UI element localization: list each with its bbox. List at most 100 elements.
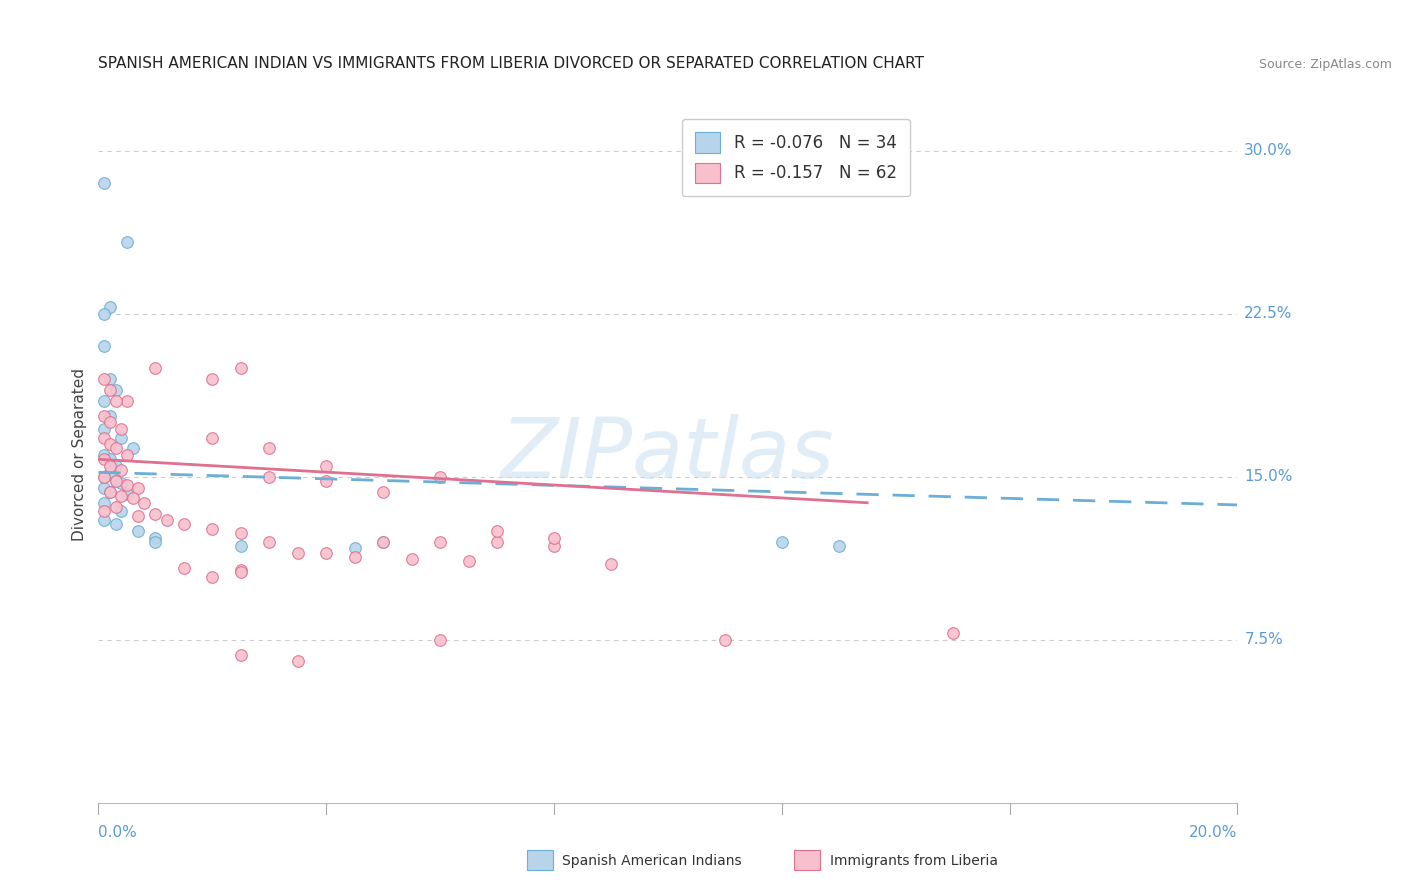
Y-axis label: Divorced or Separated: Divorced or Separated xyxy=(72,368,87,541)
Point xyxy=(104,442,127,456)
Point xyxy=(401,552,423,566)
Point xyxy=(201,431,224,445)
Point xyxy=(93,452,115,467)
Point xyxy=(104,517,127,532)
Point xyxy=(110,476,132,491)
Point xyxy=(315,474,337,488)
Point xyxy=(770,535,793,549)
Point xyxy=(127,524,149,538)
Point xyxy=(145,535,167,549)
Point xyxy=(110,431,132,445)
Point xyxy=(145,507,167,521)
Point xyxy=(104,383,127,397)
Legend: R = -0.076   N = 34, R = -0.157   N = 62: R = -0.076 N = 34, R = -0.157 N = 62 xyxy=(682,119,910,196)
Point xyxy=(104,458,127,473)
Text: 22.5%: 22.5% xyxy=(1244,306,1292,321)
Point xyxy=(93,431,115,445)
Point xyxy=(145,531,167,545)
Point xyxy=(127,508,149,523)
Point xyxy=(93,513,115,527)
Point xyxy=(156,513,179,527)
Text: 30.0%: 30.0% xyxy=(1244,143,1292,158)
Text: 15.0%: 15.0% xyxy=(1244,469,1292,484)
Point xyxy=(115,478,138,492)
Point xyxy=(145,360,167,375)
Point xyxy=(229,566,252,580)
Point xyxy=(486,524,509,538)
Point xyxy=(93,307,115,321)
Point xyxy=(201,522,224,536)
Point xyxy=(98,409,121,423)
Point xyxy=(201,372,224,386)
Point xyxy=(98,300,121,314)
Point xyxy=(115,393,138,408)
Point xyxy=(93,469,115,483)
Point xyxy=(110,463,132,477)
Point xyxy=(343,541,366,556)
Point xyxy=(98,484,121,499)
Point xyxy=(93,339,115,353)
Text: 20.0%: 20.0% xyxy=(1189,825,1237,840)
Point xyxy=(104,474,127,488)
Point xyxy=(110,489,132,503)
Point xyxy=(115,448,138,462)
Point xyxy=(457,554,479,568)
Point xyxy=(104,474,127,488)
Point xyxy=(93,422,115,436)
Point xyxy=(93,448,115,462)
Point xyxy=(714,632,737,647)
Point xyxy=(287,655,309,669)
Point xyxy=(201,570,224,584)
Point xyxy=(229,360,252,375)
Point xyxy=(543,531,565,545)
Text: ZIPatlas: ZIPatlas xyxy=(501,415,835,495)
Point xyxy=(173,561,195,575)
Point xyxy=(98,452,121,467)
Point xyxy=(98,383,121,397)
Point xyxy=(315,546,337,560)
Point xyxy=(93,496,115,510)
Point xyxy=(287,546,309,560)
Point xyxy=(429,535,451,549)
Point xyxy=(98,415,121,429)
Text: SPANISH AMERICAN INDIAN VS IMMIGRANTS FROM LIBERIA DIVORCED OR SEPARATED CORRELA: SPANISH AMERICAN INDIAN VS IMMIGRANTS FR… xyxy=(98,56,924,71)
Point xyxy=(93,481,115,495)
Text: Spanish American Indians: Spanish American Indians xyxy=(562,854,742,868)
Point xyxy=(98,437,121,451)
Point xyxy=(373,535,395,549)
Text: 0.0%: 0.0% xyxy=(98,825,138,840)
Point xyxy=(486,535,509,549)
Point xyxy=(229,526,252,541)
Point xyxy=(98,484,121,499)
Text: Immigrants from Liberia: Immigrants from Liberia xyxy=(830,854,997,868)
Point xyxy=(229,563,252,577)
Point xyxy=(315,458,337,473)
Point xyxy=(429,469,451,483)
Point xyxy=(373,535,395,549)
Point xyxy=(343,550,366,565)
Point xyxy=(93,504,115,518)
Text: 7.5%: 7.5% xyxy=(1244,632,1284,648)
Point xyxy=(828,539,851,553)
Point xyxy=(429,632,451,647)
Point xyxy=(121,491,143,506)
Point xyxy=(110,504,132,518)
Point xyxy=(543,539,565,553)
Point xyxy=(98,458,121,473)
Point xyxy=(600,557,623,571)
Point xyxy=(93,469,115,483)
Point xyxy=(259,469,281,483)
Point xyxy=(173,517,195,532)
Point xyxy=(98,372,121,386)
Point xyxy=(127,481,149,495)
Point xyxy=(110,422,132,436)
Point xyxy=(132,496,155,510)
Point xyxy=(229,539,252,553)
Point xyxy=(93,409,115,423)
Point xyxy=(104,500,127,514)
Text: Source: ZipAtlas.com: Source: ZipAtlas.com xyxy=(1258,58,1392,71)
Point xyxy=(373,484,395,499)
Point xyxy=(115,487,138,501)
Point xyxy=(93,176,115,190)
Point xyxy=(93,372,115,386)
